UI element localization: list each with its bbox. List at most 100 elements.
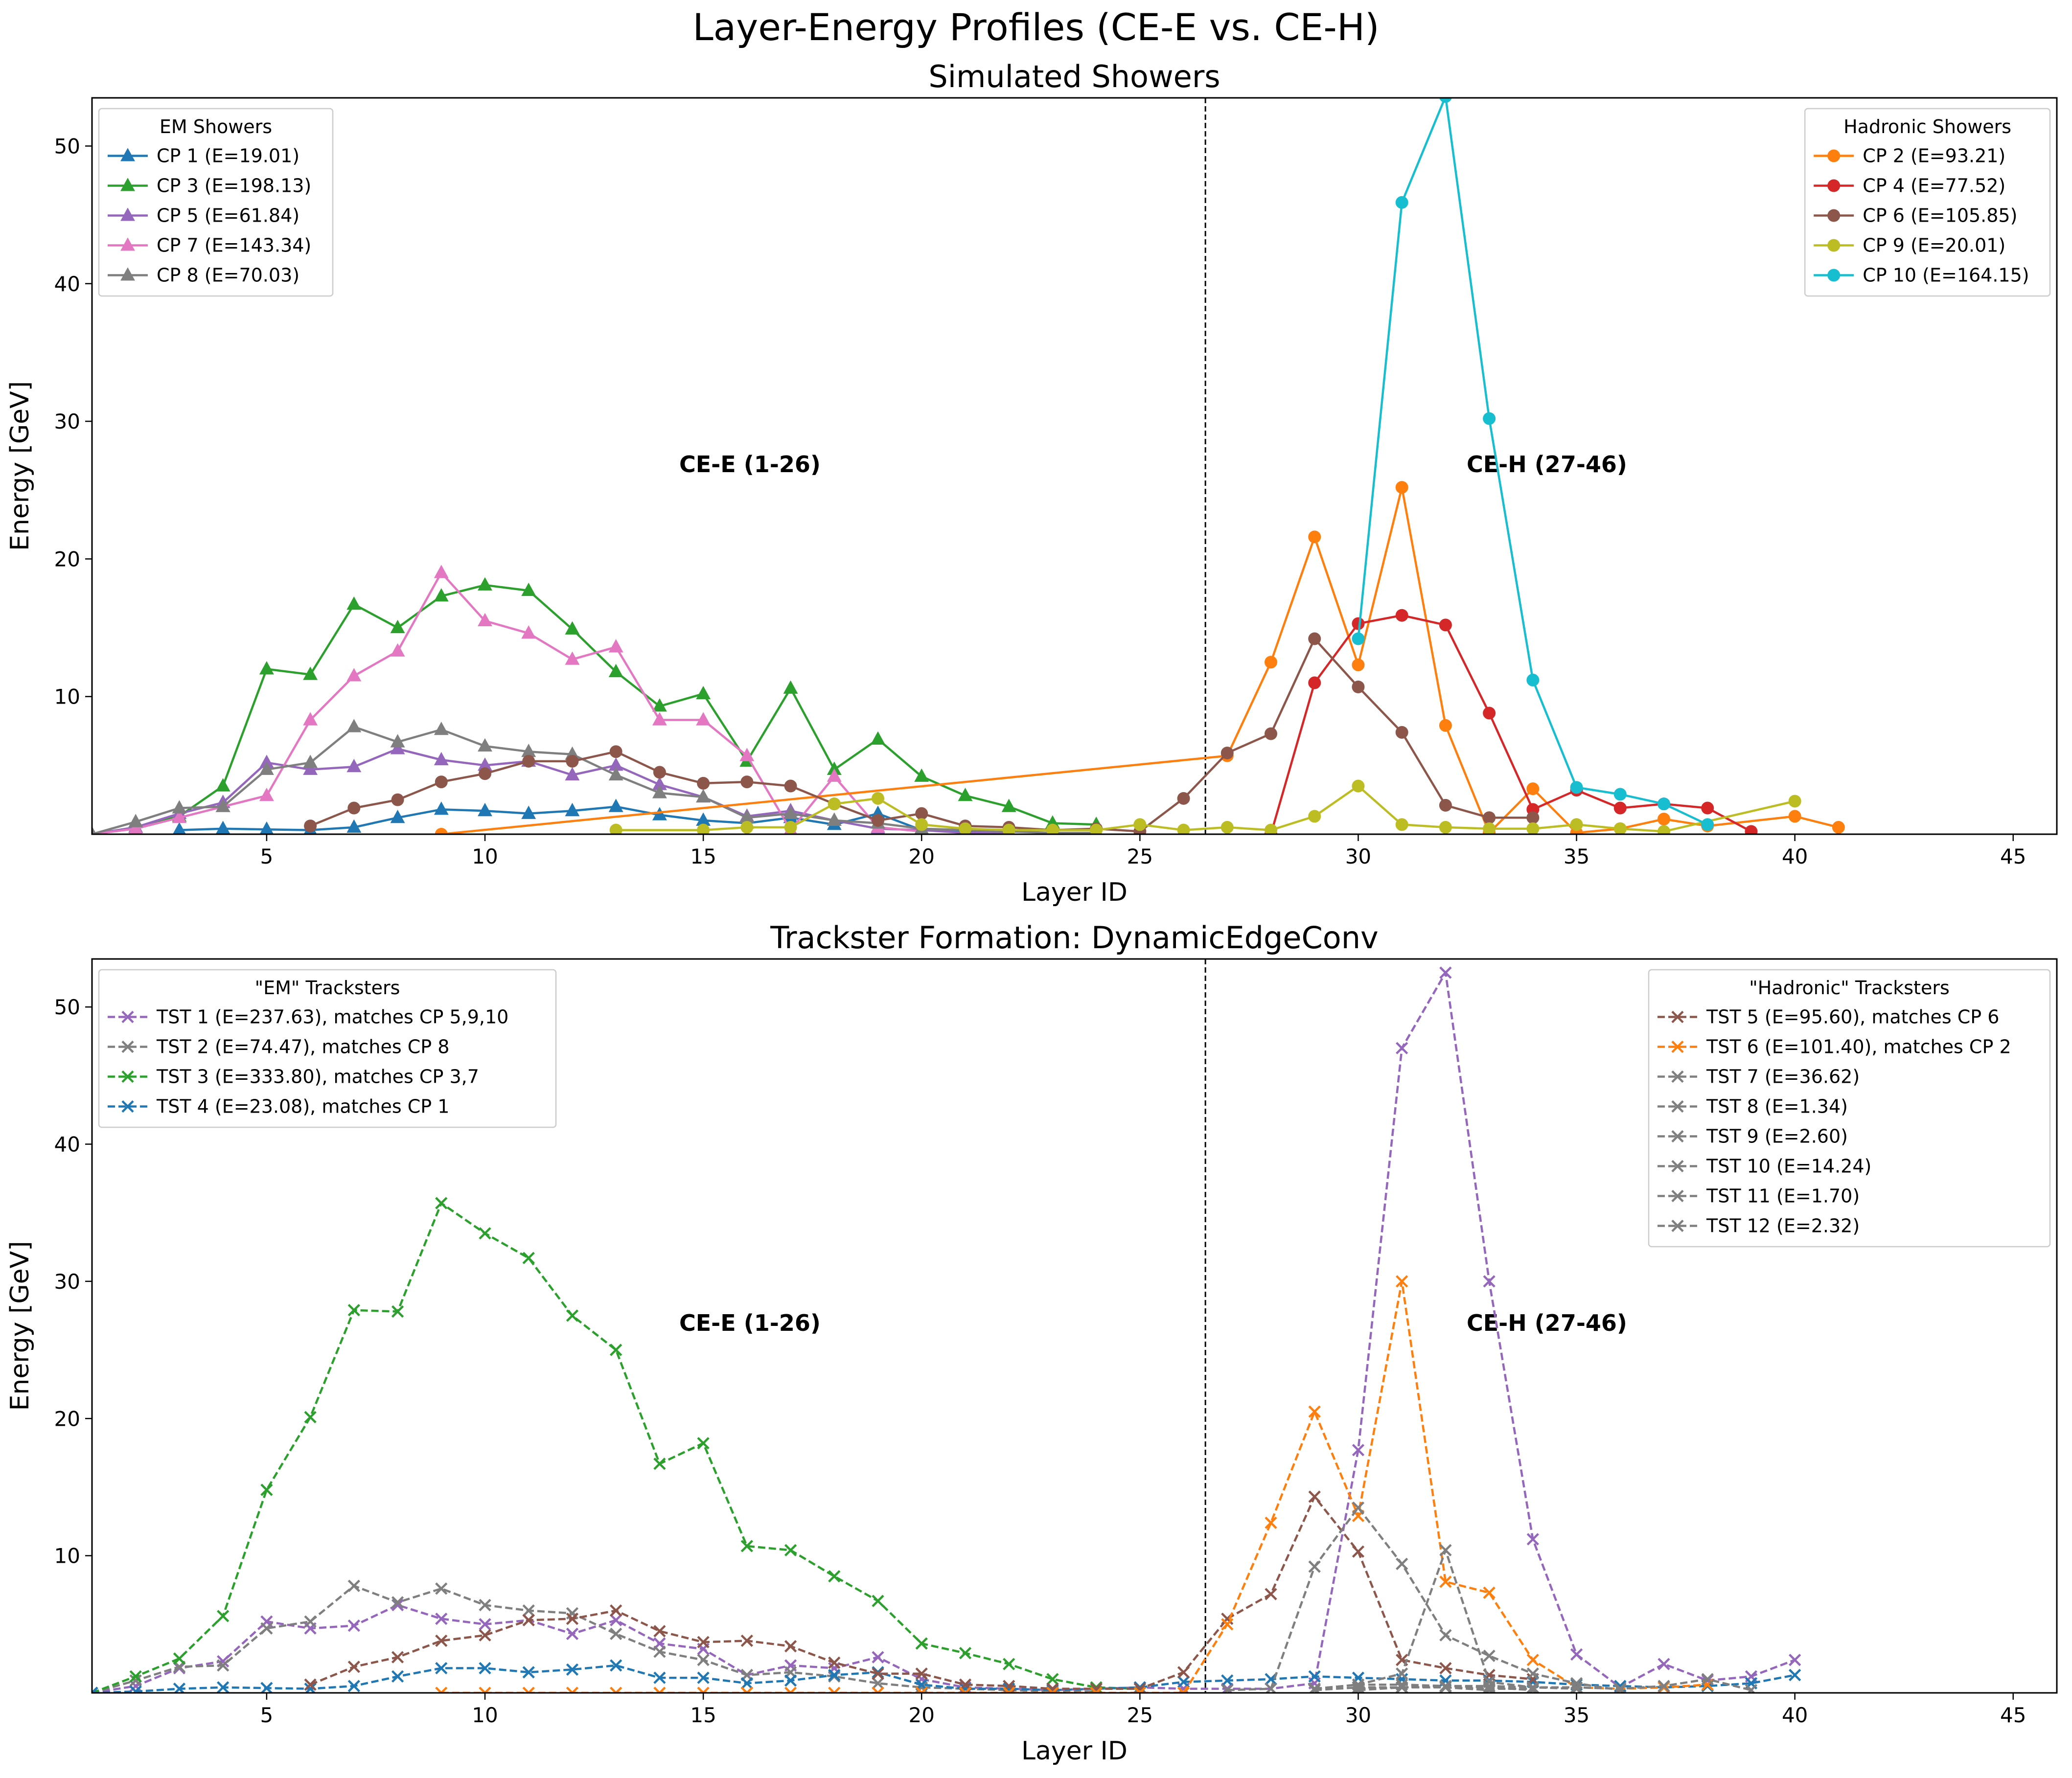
data-point [1308,1490,1321,1503]
data-point [346,668,362,682]
data-point [1570,1648,1583,1661]
figure-suptitle: Layer-Energy Profiles (CE-E vs. CE-H) [692,5,1379,49]
data-point [872,1651,884,1664]
x-tick-label: 20 [908,1703,934,1727]
data-point [1177,1666,1190,1679]
data-point [346,819,362,833]
data-point [1658,813,1670,826]
data-point [347,801,361,815]
data-point [827,761,842,775]
data-point [1701,801,1714,815]
data-point [129,1685,142,1693]
legend-upper-left: "EM" Tracksters TST 1 (E=237.63), matches… [98,969,557,1128]
data-point [566,1687,579,1693]
data-point [784,1687,797,1693]
legend-title: EM Showers [160,116,272,137]
data-point [1701,1673,1714,1686]
series-line [92,1664,1796,1693]
data-point [435,1634,448,1647]
data-point [652,785,667,798]
data-point [304,820,317,833]
data-point [784,779,797,793]
legend-entry: CP 10 (E=164.15) [1863,265,2029,286]
data-point [434,721,449,735]
data-point [1308,632,1321,645]
data-point [1526,811,1540,824]
data-point [435,828,448,834]
data-point [391,1305,404,1318]
data-point [610,1614,622,1627]
data-point [260,1682,273,1693]
data-point [1308,810,1321,823]
data-point [391,1670,404,1683]
legend-marker [1827,269,1841,282]
data-point [1265,1516,1277,1529]
series-line [441,1280,1708,1693]
data-point [566,1607,579,1620]
legend-entry: TST 6 (E=101.40), matches CP 2 [1706,1036,2011,1058]
data-point [1003,1658,1015,1670]
data-point [1221,1674,1234,1687]
data-point [696,812,711,826]
series-8 [609,779,1801,834]
data-point [1396,1557,1408,1571]
data-point [740,821,754,834]
x-tick-label: 35 [1564,1703,1589,1727]
data-point [346,758,362,773]
series-group [92,98,1845,834]
data-point [1308,1670,1321,1683]
data-point [610,1687,622,1693]
data-point [696,712,711,726]
data-point [958,787,973,801]
data-point [827,812,842,826]
data-point [1177,1687,1190,1693]
data-point [1395,726,1408,739]
x-tick-label: 20 [908,844,934,868]
data-point [872,1677,884,1690]
data-point [1483,1586,1496,1599]
data-point [1308,676,1321,689]
data-point [784,1674,797,1687]
data-point [1352,681,1365,693]
data-point [478,577,492,591]
data-point [128,814,143,827]
data-point [1308,1560,1321,1573]
data-point [566,1627,579,1641]
data-point [521,805,536,819]
data-point [1308,1684,1321,1693]
x-tick-label: 40 [1782,1703,1808,1727]
data-point [915,1687,928,1693]
data-point [1395,609,1408,622]
data-point [1177,792,1190,805]
data-point [390,619,405,634]
legend-marker [120,207,135,221]
data-point [479,1618,491,1631]
x-tick-label: 15 [690,1703,716,1727]
legend-entry: TST 5 (E=95.60), matches CP 6 [1706,1006,1999,1028]
data-point [739,748,755,761]
data-point [959,822,972,834]
plot-frame [91,958,2058,1694]
x-tick-label: 15 [690,844,716,868]
data-point [478,802,492,817]
data-point [435,1582,448,1595]
data-point [1352,632,1365,645]
legend-box [1648,969,2051,1248]
data-point [1046,823,1059,834]
x-tick-label: 25 [1127,844,1153,868]
data-point [1745,1684,1758,1693]
data-point [1788,810,1801,823]
legend-marker [1827,179,1841,192]
data-point [1789,1654,1801,1666]
data-point [304,1615,317,1628]
data-point [696,789,711,803]
data-point [1046,1673,1059,1686]
y-tick-label: 10 [54,685,80,709]
data-point [129,1680,142,1692]
data-point [1526,1654,1539,1666]
data-point [740,1540,753,1552]
data-point [522,1604,535,1617]
series-group [92,966,1801,1693]
data-point [740,1687,753,1693]
data-point [479,1227,491,1240]
